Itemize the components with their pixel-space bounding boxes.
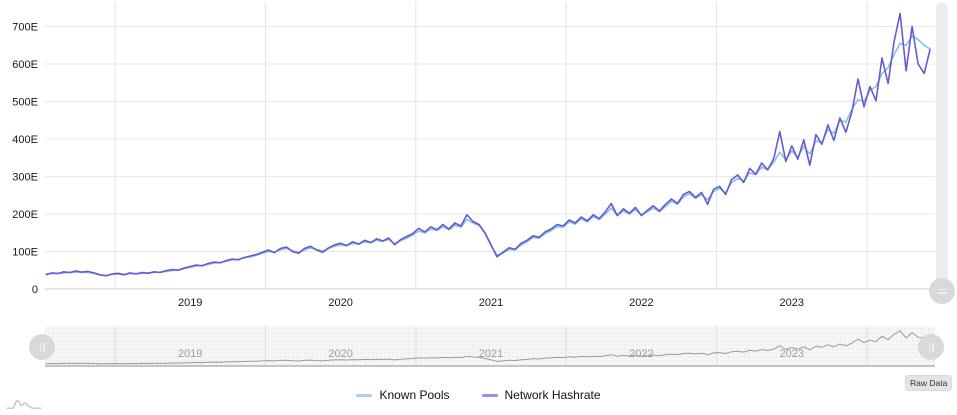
navigator-year-label: 2022: [629, 348, 653, 360]
navigator-year-label: 2020: [328, 348, 352, 360]
legend-item-known-pools[interactable]: Known Pools: [356, 388, 450, 402]
amcharts-logo-icon[interactable]: [6, 394, 44, 412]
plot-area[interactable]: [45, 2, 935, 289]
value-axis-scrollbar-grip[interactable]: [929, 278, 955, 304]
legend-label: Known Pools: [379, 388, 450, 402]
y-axis-tick-label: 400E: [12, 134, 38, 146]
raw-data-button[interactable]: Raw Data: [905, 375, 953, 391]
legend-item-network-hashrate[interactable]: Network Hashrate: [481, 388, 601, 402]
y-axis-tick-label: 700E: [12, 22, 38, 34]
known-pools-line-marker: [356, 393, 373, 397]
grip-line: [937, 292, 947, 294]
x-axis-tick-label: 2020: [328, 297, 352, 309]
navigator-right-grip[interactable]: [918, 334, 944, 360]
grip-line: [928, 342, 930, 352]
y-axis-tick-label: 300E: [12, 172, 38, 184]
x-axis-tick-label: 2021: [479, 297, 503, 309]
value-axis-scrollbar-track[interactable]: [936, 2, 948, 298]
grip-line: [937, 288, 947, 290]
navigator-left-grip[interactable]: [29, 334, 55, 360]
y-axis-tick-label: 500E: [12, 97, 38, 109]
navigator-year-label: 2023: [780, 348, 804, 360]
series-line-network-hashrate: [45, 12, 931, 277]
navigator-preview-line: [45, 330, 931, 365]
navigator-year-label: 2019: [178, 348, 202, 360]
x-axis-tick-label: 2023: [780, 297, 804, 309]
y-axis-tick-label: 100E: [12, 247, 38, 259]
y-axis-tick-label: 600E: [12, 59, 38, 71]
grip-line: [43, 342, 45, 352]
legend-label: Network Hashrate: [504, 388, 601, 402]
navigator[interactable]: 2019 2020 2021 2022 2023: [45, 326, 935, 367]
navigator-year-label: 2021: [479, 348, 503, 360]
y-axis-tick-label: 0: [32, 284, 38, 296]
x-axis-tick-label: 2022: [629, 297, 653, 309]
x-axis-tick-label: 2019: [178, 297, 202, 309]
legend: Known Pools Network Hashrate: [0, 388, 957, 402]
y-axis-tick-label: 200E: [12, 209, 38, 221]
network-hashrate-line-marker: [481, 393, 498, 397]
grip-line: [932, 342, 934, 352]
grip-line: [39, 342, 41, 352]
main-plot: 0 100E 200E 300E 400E 500E 600E 700E 2019 2020 202…: [12, 2, 935, 309]
